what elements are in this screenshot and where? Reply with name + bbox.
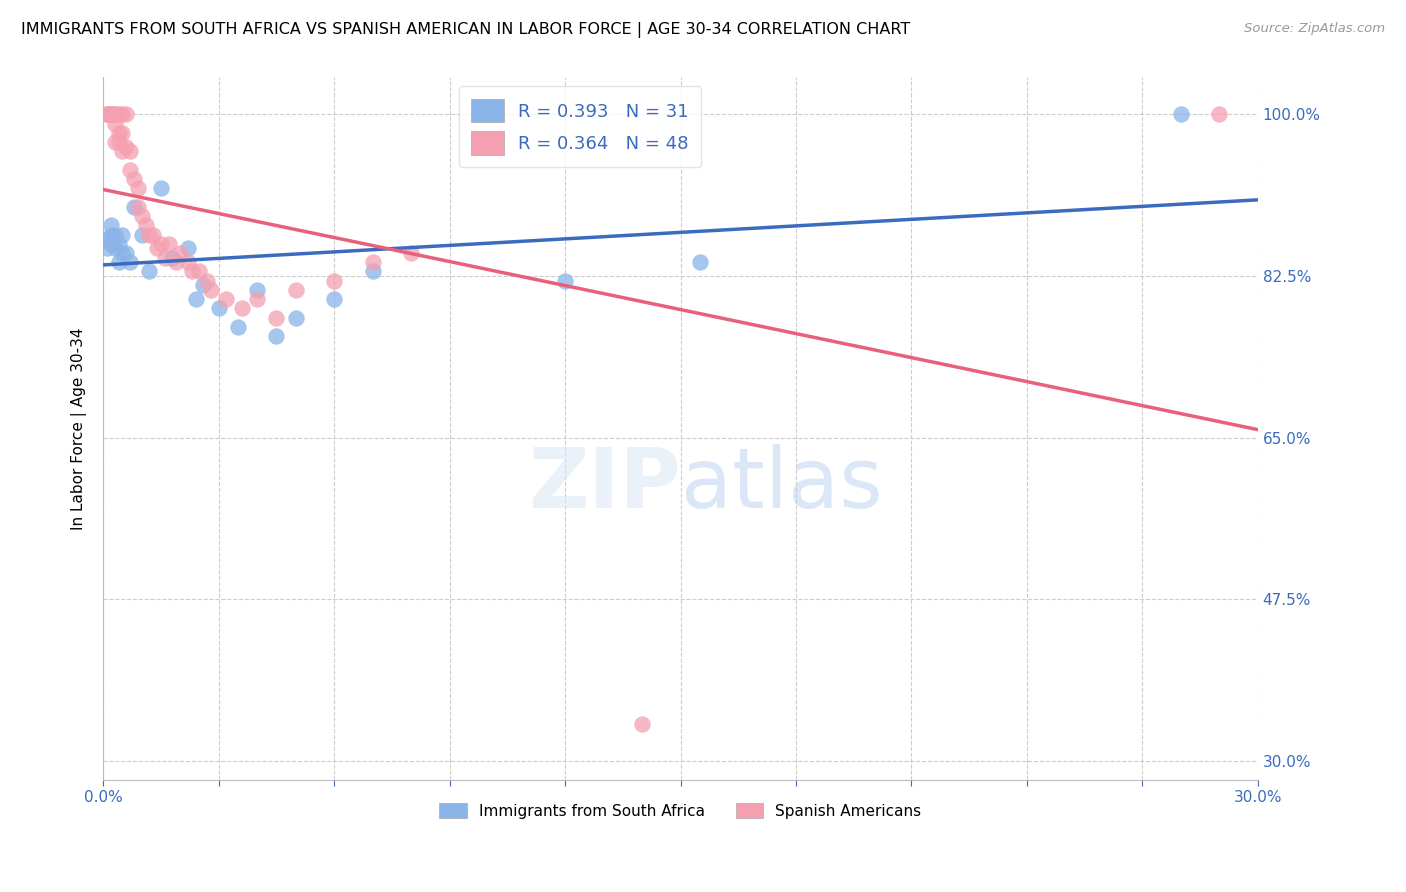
Point — [122, 172, 145, 186]
Point — [115, 139, 138, 153]
Point — [162, 251, 184, 265]
Point — [104, 107, 127, 121]
Point — [104, 241, 127, 255]
Point — [142, 227, 165, 242]
Text: ZIP: ZIP — [529, 444, 681, 525]
Point — [284, 310, 307, 325]
Point — [169, 246, 191, 260]
Point — [266, 329, 288, 343]
Point — [149, 236, 172, 251]
Point — [100, 107, 122, 121]
Point — [122, 200, 145, 214]
Legend: Immigrants from South Africa, Spanish Americans: Immigrants from South Africa, Spanish Am… — [433, 797, 928, 824]
Point — [120, 162, 142, 177]
Text: atlas: atlas — [681, 444, 883, 525]
Point — [107, 236, 129, 251]
Text: IMMIGRANTS FROM SOUTH AFRICA VS SPANISH AMERICAN IN LABOR FORCE | AGE 30-34 CORR: IMMIGRANTS FROM SOUTH AFRICA VS SPANISH … — [21, 22, 910, 38]
Point — [177, 255, 200, 269]
Point — [146, 241, 169, 255]
Point — [631, 717, 654, 731]
Point — [177, 241, 200, 255]
Point — [107, 255, 129, 269]
Point — [104, 135, 127, 149]
Point — [107, 107, 129, 121]
Point — [96, 107, 118, 121]
Point — [115, 107, 138, 121]
Point — [200, 283, 222, 297]
Point — [215, 292, 238, 306]
Point — [165, 255, 187, 269]
Point — [100, 227, 122, 242]
Point — [1170, 107, 1192, 121]
Point — [554, 274, 576, 288]
Point — [138, 264, 160, 278]
Point — [107, 126, 129, 140]
Point — [96, 107, 118, 121]
Point — [231, 301, 253, 316]
Point — [1208, 107, 1230, 121]
Text: Source: ZipAtlas.com: Source: ZipAtlas.com — [1244, 22, 1385, 36]
Point — [361, 255, 384, 269]
Point — [149, 181, 172, 195]
Point — [184, 292, 207, 306]
Point — [111, 145, 134, 159]
Point — [111, 107, 134, 121]
Point — [266, 310, 288, 325]
Point — [127, 181, 149, 195]
Point — [131, 227, 153, 242]
Point — [111, 126, 134, 140]
Point — [323, 292, 346, 306]
Point — [96, 107, 118, 121]
Point — [127, 200, 149, 214]
Point — [246, 283, 269, 297]
Point — [104, 107, 127, 121]
Point — [226, 319, 249, 334]
Point — [361, 264, 384, 278]
Point — [104, 227, 127, 242]
Point — [188, 264, 211, 278]
Point — [246, 292, 269, 306]
Point — [104, 117, 127, 131]
Point — [284, 283, 307, 297]
Point — [153, 251, 176, 265]
Point — [323, 274, 346, 288]
Point — [120, 145, 142, 159]
Point — [111, 246, 134, 260]
Point — [195, 274, 218, 288]
Y-axis label: In Labor Force | Age 30-34: In Labor Force | Age 30-34 — [72, 327, 87, 530]
Point — [100, 107, 122, 121]
Point — [100, 107, 122, 121]
Point — [96, 232, 118, 246]
Point — [131, 209, 153, 223]
Point — [107, 135, 129, 149]
Point — [100, 236, 122, 251]
Point — [120, 255, 142, 269]
Point — [208, 301, 231, 316]
Point — [100, 219, 122, 233]
Point — [135, 219, 157, 233]
Point — [157, 236, 180, 251]
Point — [111, 227, 134, 242]
Point — [399, 246, 422, 260]
Point — [180, 264, 202, 278]
Point — [689, 255, 711, 269]
Point — [96, 241, 118, 255]
Point — [138, 227, 160, 242]
Point — [115, 246, 138, 260]
Point — [193, 278, 215, 293]
